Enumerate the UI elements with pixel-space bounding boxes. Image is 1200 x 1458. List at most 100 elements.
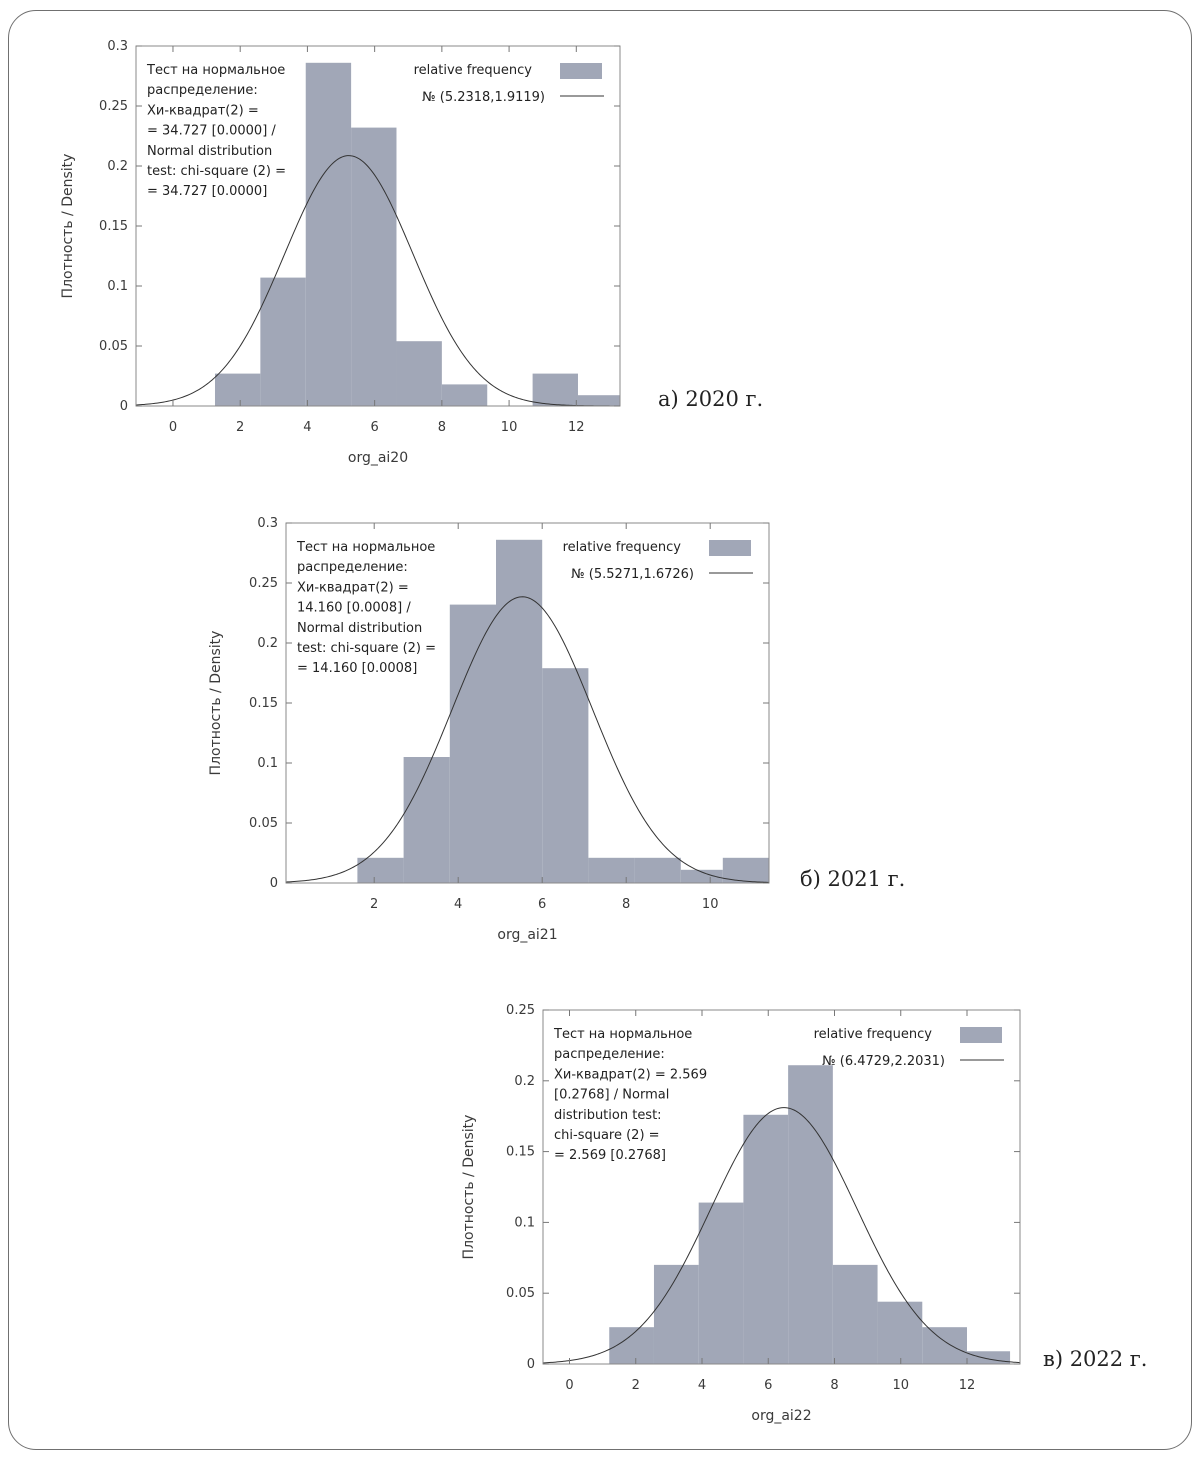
- y-tick-label: 0.25: [506, 1003, 535, 1018]
- x-tick-label: 4: [698, 1378, 706, 1393]
- test-annotation-line: Хи-квадрат(2) =: [147, 103, 259, 118]
- y-tick-label: 0.15: [506, 1145, 535, 1160]
- test-annotation-line: Normal distribution: [147, 144, 272, 159]
- histogram-bar: [698, 1202, 744, 1364]
- x-tick-label: 12: [959, 1378, 976, 1393]
- x-tick-label: 2: [370, 897, 378, 912]
- y-tick-label: 0.15: [249, 696, 278, 711]
- legend-swatch-bars: [709, 540, 751, 556]
- test-annotation-line: [0.2768] / Normal: [554, 1088, 669, 1103]
- y-tick-label: 0.1: [257, 756, 278, 771]
- histogram-bar: [588, 857, 635, 883]
- histogram-bar: [653, 1264, 699, 1364]
- legend-label-bars: relative frequency: [563, 540, 682, 555]
- test-annotation-line: chi-square (2) =: [554, 1128, 660, 1143]
- y-tick-label: 0.2: [107, 159, 128, 174]
- plot-area: [542, 1009, 1021, 1365]
- y-axis-label: Плотность / Density: [461, 1115, 477, 1260]
- histogram-bar: [357, 857, 404, 883]
- histogram-bar: [351, 127, 397, 406]
- histogram-bar: [396, 341, 442, 406]
- chart-panel-0: 0 0.05 0.1 0.15 0.2 0.25 0.3 0 2 4 6 8 10 12 org_ai20 П…: [60, 39, 763, 466]
- legend-label-curve: № (5.2318,1.9119): [422, 90, 545, 105]
- y-tick-label: 0.3: [107, 39, 128, 54]
- x-axis-label: org_ai21: [497, 927, 557, 943]
- histogram-bar: [877, 1301, 923, 1364]
- test-annotation-line: distribution test:: [554, 1108, 662, 1123]
- y-tick-label: 0.1: [107, 279, 128, 294]
- chart-panel-1: 0 0.05 0.1 0.15 0.2 0.25 0.3 2 4 6 8 10 org_ai21 Плот…: [208, 516, 905, 943]
- test-annotation-line: распределение:: [297, 560, 408, 575]
- histogram-bar: [722, 857, 769, 883]
- y-tick-label: 0: [270, 876, 278, 891]
- legend-label-bars: relative frequency: [414, 63, 533, 78]
- histogram-bar: [532, 373, 578, 406]
- y-tick-label: 0.05: [99, 339, 128, 354]
- histogram-bar: [680, 869, 723, 883]
- test-annotation-line: test: chi-square (2) =: [297, 641, 436, 656]
- x-tick-label: 10: [702, 897, 719, 912]
- histogram-bar: [577, 395, 620, 406]
- y-axis-label: Плотность / Density: [60, 154, 76, 299]
- normal-curve: [285, 596, 770, 883]
- histogram-bar: [743, 1114, 789, 1364]
- x-tick-label: 12: [568, 420, 585, 435]
- x-tick-label: 6: [538, 897, 546, 912]
- x-tick-label: 2: [236, 420, 244, 435]
- test-annotation-line: Хи-квадрат(2) =: [297, 580, 409, 595]
- y-tick-label: 0.1: [514, 1215, 535, 1230]
- test-annotation-line: = 34.727 [0.0000]: [147, 184, 267, 199]
- test-annotation-line: Тест на нормальное: [146, 63, 285, 78]
- y-tick-label: 0.25: [99, 99, 128, 114]
- y-axis-label: Плотность / Density: [208, 631, 224, 776]
- test-annotation-line: = 34.727 [0.0000] /: [147, 124, 276, 139]
- legend-swatch-bars: [560, 63, 602, 79]
- histogram-bar: [441, 384, 488, 406]
- test-annotation-line: test: chi-square (2) =: [147, 164, 286, 179]
- histogram-bar: [403, 757, 450, 883]
- test-annotation-line: Тест на нормальное: [296, 540, 435, 555]
- x-axis-label: org_ai20: [348, 450, 408, 466]
- histogram-bar: [788, 1065, 833, 1364]
- histogram-bar: [922, 1327, 967, 1364]
- y-tick-label: 0.25: [249, 576, 278, 591]
- x-tick-label: 4: [303, 420, 311, 435]
- legend-label-bars: relative frequency: [814, 1027, 933, 1042]
- y-tick-label: 0.05: [506, 1286, 535, 1301]
- legend-label-curve: № (6.4729,2.2031): [822, 1054, 945, 1069]
- x-tick-label: 2: [632, 1378, 640, 1393]
- y-tick-label: 0.15: [99, 219, 128, 234]
- x-tick-label: 0: [565, 1378, 573, 1393]
- y-tick-label: 0.3: [257, 516, 278, 531]
- test-annotation-line: = 14.160 [0.0008]: [297, 661, 417, 676]
- test-annotation-line: 14.160 [0.0008] /: [297, 601, 411, 616]
- normal-curve: [135, 155, 621, 407]
- test-annotation-line: Тест на нормальное: [553, 1027, 692, 1042]
- histogram-bar: [542, 668, 589, 883]
- x-tick-label: 10: [501, 420, 518, 435]
- legend-swatch-bars: [960, 1027, 1002, 1043]
- test-annotation-line: Хи-квадрат(2) = 2.569: [554, 1067, 707, 1082]
- histogram-bar: [967, 1351, 1011, 1364]
- test-annotation-line: распределение:: [147, 83, 258, 98]
- histogram-bar: [214, 373, 261, 406]
- test-annotation-line: = 2.569 [0.2768]: [554, 1148, 666, 1163]
- histogram-bar: [496, 539, 543, 883]
- y-tick-label: 0: [120, 399, 128, 414]
- legend-label-curve: № (5.5271,1.6726): [571, 567, 694, 582]
- test-annotation-line: распределение:: [554, 1047, 665, 1062]
- y-tick-label: 0.2: [514, 1074, 535, 1089]
- histogram-bar: [305, 62, 352, 407]
- x-tick-label: 8: [622, 897, 630, 912]
- x-tick-label: 6: [764, 1378, 772, 1393]
- x-tick-label: 4: [454, 897, 462, 912]
- x-tick-label: 6: [370, 420, 378, 435]
- x-tick-label: 10: [892, 1378, 909, 1393]
- x-tick-label: 8: [830, 1378, 838, 1393]
- y-tick-label: 0.05: [249, 816, 278, 831]
- y-tick-label: 0: [527, 1357, 535, 1372]
- x-tick-label: 0: [169, 420, 177, 435]
- histogram-bar: [449, 604, 496, 883]
- normal-curve: [542, 1107, 1021, 1364]
